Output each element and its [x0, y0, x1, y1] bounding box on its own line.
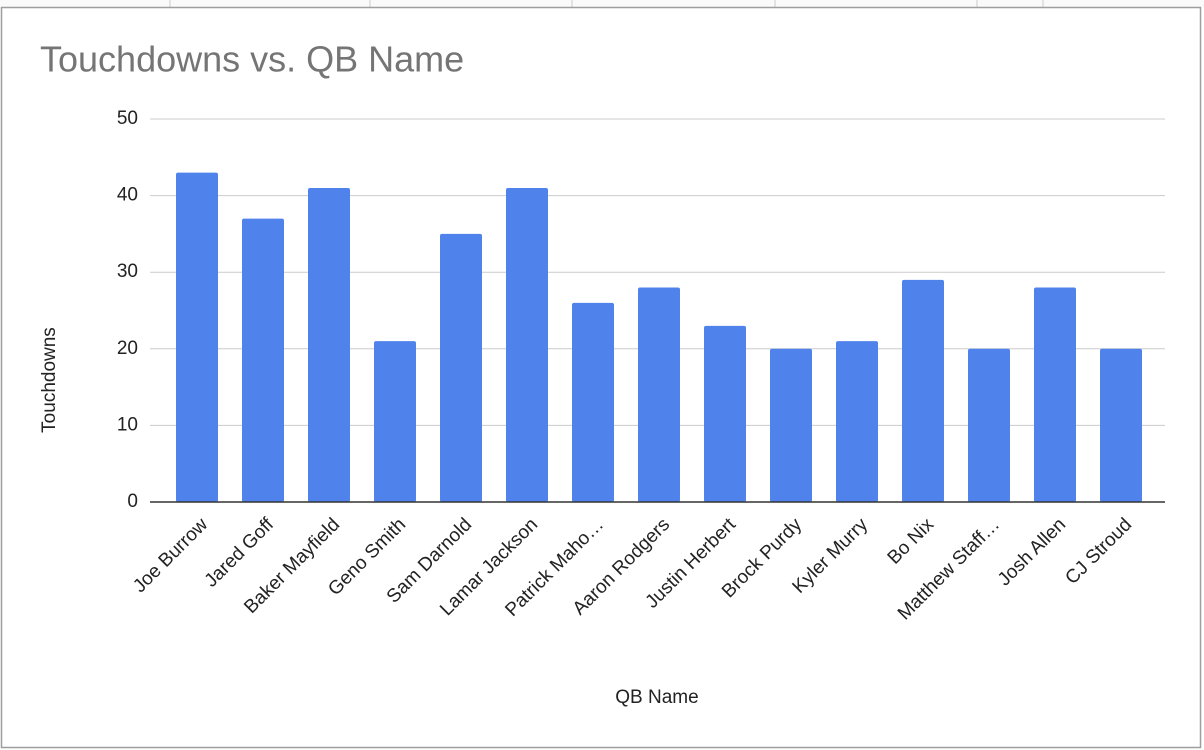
bar	[1034, 287, 1076, 502]
bar	[308, 187, 350, 502]
bar	[242, 218, 284, 502]
bar	[176, 172, 218, 502]
bar	[704, 325, 746, 502]
bar	[968, 348, 1010, 502]
bar	[770, 348, 812, 502]
bar	[638, 287, 680, 502]
sheet-cell-lines	[169, 0, 1044, 8]
bar	[440, 233, 482, 502]
bar	[506, 187, 548, 502]
y-tick-label: 20	[117, 338, 138, 359]
chart-title: Touchdowns vs. QB Name	[40, 39, 464, 80]
sheet-strip	[0, 0, 1204, 8]
bar	[1100, 348, 1142, 502]
bar	[374, 341, 416, 502]
y-tick-label: 10	[117, 414, 138, 435]
x-axis-label: QB Name	[615, 687, 698, 708]
y-axis-label: Touchdowns	[39, 327, 60, 433]
bar	[572, 302, 614, 502]
y-tick-label: 0	[127, 491, 138, 512]
y-tick-label: 50	[117, 108, 138, 129]
bar	[836, 341, 878, 502]
y-tick-label: 30	[117, 261, 138, 282]
y-tick-label: 40	[117, 185, 138, 206]
bar	[902, 279, 944, 502]
